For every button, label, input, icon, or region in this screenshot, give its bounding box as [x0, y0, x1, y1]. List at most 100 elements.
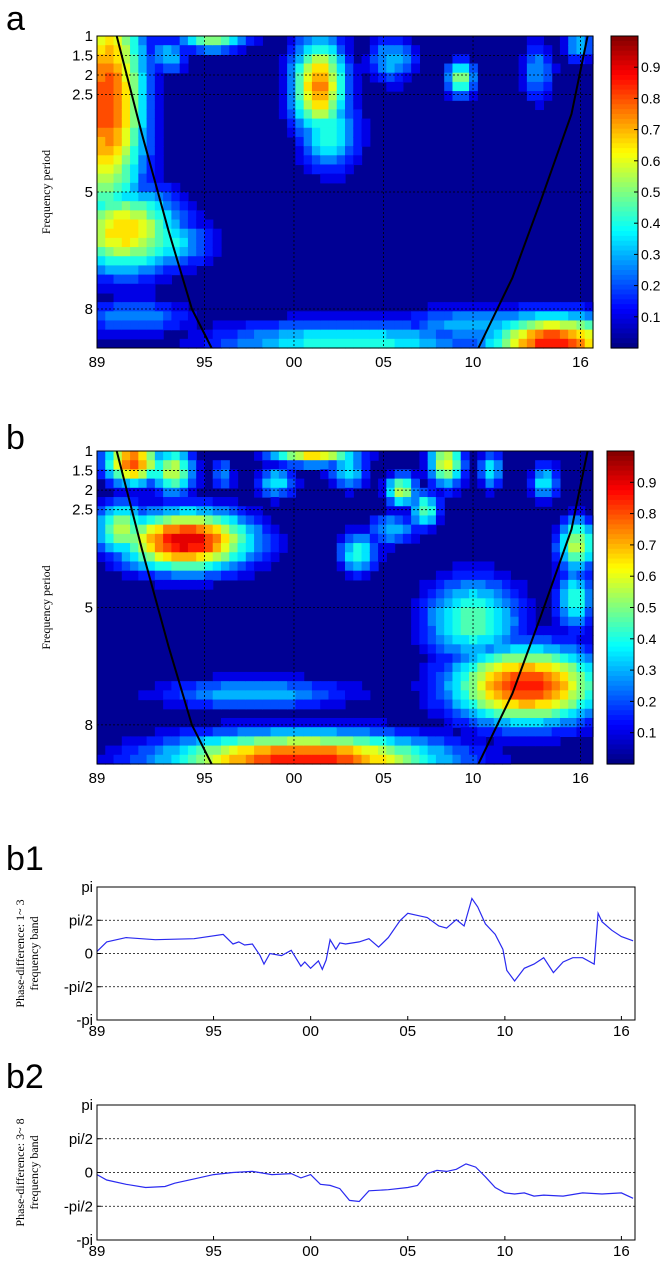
heatmap-cell — [378, 543, 387, 553]
heatmap-cell — [221, 515, 230, 526]
heatmap-cell — [518, 736, 528, 747]
heatmap-cell — [320, 320, 330, 331]
colorbar-segment — [607, 641, 634, 648]
heatmap-cell — [502, 302, 511, 312]
heatmap-cell — [303, 736, 313, 747]
heatmap-cell — [353, 460, 363, 471]
heatmap-cell — [278, 727, 288, 737]
heatmap-cell — [576, 708, 586, 719]
heatmap-cell — [402, 320, 412, 331]
heatmap-cell — [427, 460, 437, 471]
heatmap-cell — [113, 515, 123, 526]
heatmap-cell — [568, 589, 578, 599]
heatmap-cell — [130, 311, 139, 322]
heatmap-cell — [435, 690, 445, 701]
heatmap-cell — [130, 460, 139, 471]
plot-frame — [96, 450, 594, 765]
heatmap-cell — [444, 727, 454, 737]
heatmap-cell — [469, 690, 478, 701]
colorbar-segment — [611, 309, 638, 315]
heatmap-cell — [328, 478, 338, 489]
heatmap-cell — [154, 460, 164, 471]
colorbar-segment — [607, 631, 634, 638]
heatmap-cell — [262, 727, 272, 737]
heatmap-cell — [427, 616, 437, 627]
heatmap-cell — [113, 219, 123, 230]
heatmap-cell — [460, 690, 470, 701]
heatmap-cell — [469, 699, 478, 710]
heatmap-cell — [287, 63, 296, 74]
heatmap-cell — [105, 54, 115, 65]
heatmap-cell — [353, 100, 363, 111]
heatmap-cell — [551, 469, 561, 480]
x-tick-label: 89 — [89, 1243, 106, 1260]
heatmap-cell — [452, 302, 462, 312]
heatmap-cell — [295, 754, 305, 765]
heatmap-cell — [551, 681, 561, 691]
heatmap-cell — [394, 63, 404, 74]
x-tick-label: 05 — [399, 1243, 416, 1260]
heatmap-cell — [287, 754, 296, 765]
heatmap-cell — [427, 338, 437, 349]
heatmap-cell — [576, 616, 586, 627]
heatmap-cell — [584, 625, 594, 636]
heatmap-cell — [237, 699, 247, 710]
heatmap-cell — [394, 311, 404, 322]
heatmap-cell — [179, 256, 189, 267]
heatmap-cell — [229, 561, 239, 572]
colorbar-segment — [607, 592, 634, 599]
colorbar-segment — [611, 245, 638, 252]
heatmap-cell — [460, 338, 470, 349]
heatmap-cell — [460, 63, 470, 74]
heatmap-cell — [510, 607, 520, 618]
heatmap-cell — [386, 754, 396, 765]
heatmap-cell — [196, 690, 206, 701]
heatmap-cell — [237, 736, 247, 747]
heatmap-cell — [568, 607, 578, 618]
heatmap-cell — [138, 497, 148, 507]
colorbar-segment — [611, 294, 638, 300]
heatmap-cell — [345, 338, 354, 349]
heatmap-cell — [138, 311, 148, 322]
heatmap-cell — [179, 247, 189, 257]
heatmap-cell — [113, 81, 123, 92]
heatmap-cell — [295, 681, 305, 691]
heatmap-cell — [212, 247, 222, 257]
heatmap-cell — [378, 320, 387, 331]
heatmap-cell — [452, 708, 462, 719]
heatmap-cell — [535, 671, 544, 682]
heatmap-cell — [121, 745, 131, 756]
heatmap-cell — [97, 247, 106, 257]
x-tick-label: 05 — [399, 1023, 416, 1040]
heatmap-cell — [287, 671, 296, 682]
heatmap-cell — [295, 81, 305, 92]
heatmap-cell — [353, 91, 363, 101]
heatmap-cell — [369, 745, 379, 756]
heatmap-cell — [138, 292, 148, 303]
heatmap-cell — [551, 579, 561, 590]
heatmap-cell — [345, 63, 354, 74]
heatmap-cell — [402, 45, 412, 55]
heatmap-cell — [551, 320, 561, 331]
heatmap-cell — [311, 745, 321, 756]
heatmap-cell — [221, 329, 230, 340]
heatmap-cell — [163, 210, 172, 221]
heatmap-cell — [229, 515, 239, 526]
heatmap-cell — [535, 681, 544, 691]
heatmap-cell — [320, 727, 330, 737]
heatmap-cell — [518, 329, 528, 340]
heatmap-cell — [518, 635, 528, 645]
heatmap-cell — [204, 45, 214, 55]
heatmap-cell — [477, 736, 487, 747]
heatmap-cell — [551, 717, 561, 728]
heatmap-cell — [502, 736, 511, 747]
heatmap-cell — [278, 745, 288, 756]
heatmap-cell — [311, 91, 321, 101]
heatmap-cell — [113, 487, 123, 498]
heatmap-cell — [163, 228, 172, 239]
heatmap-cell — [568, 561, 578, 572]
heatmap-cell — [345, 561, 354, 572]
heatmap-cell — [584, 717, 594, 728]
heatmap-cell — [105, 329, 115, 340]
heatmap-cell — [179, 497, 189, 507]
